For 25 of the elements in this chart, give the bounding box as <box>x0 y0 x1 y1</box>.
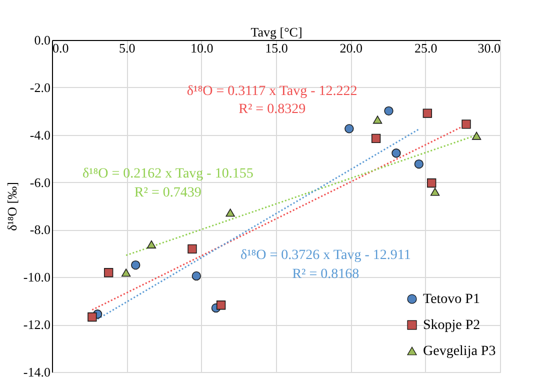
x-tick-label: 25.0 <box>414 40 438 56</box>
y-tick-label: -10.0 <box>23 270 50 285</box>
legend-label: Skopje P2 <box>423 318 480 333</box>
y-tick-label: -4.0 <box>30 127 50 142</box>
x-tick-label: 20.0 <box>340 40 363 56</box>
legend-label: Gevgelija P3 <box>423 344 496 359</box>
y-axis-title: δ¹⁸O [‰] <box>4 182 20 231</box>
x-tick-label: 15.0 <box>265 40 288 56</box>
y-tick-label: -6.0 <box>30 174 50 190</box>
x-tick-label: 30.0 <box>478 40 500 56</box>
legend-label: Tetovo P1 <box>423 292 480 307</box>
y-tick-label: -8.0 <box>30 222 50 238</box>
y-tick-label: -14.0 <box>23 364 50 380</box>
annotation: δ¹⁸O = 0.3726 x Tavg - 12.911 <box>240 248 411 263</box>
y-tick-label: -12.0 <box>23 317 50 332</box>
annotation: R² = 0.8168 <box>292 267 360 282</box>
annotation: δ¹⁸O = 0.2162 x Tavg - 10.155 <box>82 166 254 182</box>
x-tick-label: 10.0 <box>190 40 214 56</box>
annotation: R² = 0.8329 <box>238 102 306 118</box>
x-axis-title: Tavg [°C] <box>250 24 302 40</box>
annotation: δ¹⁸O = 0.3117 x Tavg - 12.222 <box>186 84 358 99</box>
annotation: R² = 0.7439 <box>134 186 202 201</box>
x-tick-label: 0.0 <box>52 40 69 56</box>
y-tick-label: -2.0 <box>30 80 50 95</box>
x-tick-label: 5.0 <box>119 40 136 56</box>
